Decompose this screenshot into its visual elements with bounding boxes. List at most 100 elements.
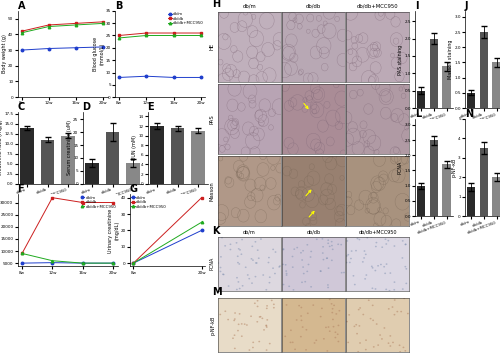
Circle shape <box>290 342 292 343</box>
Circle shape <box>357 351 359 352</box>
Text: PAS: PAS <box>210 114 215 124</box>
Circle shape <box>282 264 284 265</box>
Circle shape <box>332 308 334 310</box>
Circle shape <box>274 251 276 253</box>
Circle shape <box>331 245 333 246</box>
Circle shape <box>238 263 240 265</box>
Circle shape <box>407 313 409 314</box>
Circle shape <box>337 333 338 335</box>
Circle shape <box>326 257 328 259</box>
Circle shape <box>301 259 303 261</box>
Circle shape <box>222 274 224 275</box>
Circle shape <box>306 329 308 330</box>
Circle shape <box>372 305 374 306</box>
Bar <box>442 165 451 216</box>
Circle shape <box>282 248 284 250</box>
Bar <box>41 140 54 184</box>
Circle shape <box>236 289 238 290</box>
Circle shape <box>237 262 239 264</box>
Bar <box>62 136 75 184</box>
Circle shape <box>268 257 270 258</box>
Circle shape <box>394 245 396 247</box>
Bar <box>492 62 500 108</box>
Circle shape <box>320 270 322 272</box>
Circle shape <box>332 319 334 320</box>
Circle shape <box>256 306 258 307</box>
Circle shape <box>234 348 236 349</box>
Circle shape <box>305 349 307 351</box>
Circle shape <box>239 288 240 289</box>
Y-axis label: BUN (mM): BUN (mM) <box>132 135 137 160</box>
Circle shape <box>300 315 302 317</box>
Circle shape <box>294 348 296 350</box>
Circle shape <box>252 246 254 247</box>
Y-axis label: creatinine ratio (mg/g): creatinine ratio (mg/g) <box>0 120 3 175</box>
Bar <box>85 163 98 184</box>
Circle shape <box>251 282 253 284</box>
Circle shape <box>239 249 241 251</box>
Circle shape <box>372 320 374 321</box>
Text: db/db+MCC950: db/db+MCC950 <box>358 230 397 235</box>
Circle shape <box>252 259 254 261</box>
Bar <box>126 163 140 184</box>
Circle shape <box>271 300 272 301</box>
Circle shape <box>343 272 345 273</box>
Text: J: J <box>465 1 468 11</box>
Circle shape <box>337 243 339 245</box>
Circle shape <box>274 273 276 274</box>
Circle shape <box>268 262 270 263</box>
Circle shape <box>338 310 340 311</box>
Circle shape <box>302 250 304 252</box>
Text: L: L <box>415 109 422 119</box>
Circle shape <box>394 299 396 301</box>
Circle shape <box>370 236 372 238</box>
Circle shape <box>346 321 348 323</box>
Y-axis label: PAS staining: PAS staining <box>398 44 403 75</box>
Circle shape <box>406 283 407 284</box>
Text: db/db: db/db <box>306 230 321 235</box>
Circle shape <box>332 312 333 314</box>
Text: db/m: db/m <box>242 4 256 9</box>
Circle shape <box>402 240 404 242</box>
Circle shape <box>340 272 342 274</box>
Circle shape <box>346 255 348 257</box>
Circle shape <box>365 339 367 341</box>
Circle shape <box>354 284 356 285</box>
Circle shape <box>358 239 360 240</box>
Circle shape <box>298 305 300 306</box>
Circle shape <box>266 349 268 351</box>
Text: p-NF-kB: p-NF-kB <box>210 315 215 334</box>
Circle shape <box>350 250 352 252</box>
Circle shape <box>333 305 335 306</box>
Circle shape <box>258 316 260 318</box>
Circle shape <box>257 249 258 251</box>
Circle shape <box>329 330 330 332</box>
Circle shape <box>355 250 357 252</box>
Circle shape <box>256 262 258 264</box>
Text: F: F <box>18 184 24 194</box>
Y-axis label: Blood glucose
(mmol/L): Blood glucose (mmol/L) <box>94 37 104 71</box>
Circle shape <box>328 267 330 269</box>
Circle shape <box>310 286 312 288</box>
Circle shape <box>266 305 268 307</box>
Circle shape <box>269 343 270 345</box>
Circle shape <box>250 258 252 260</box>
Circle shape <box>406 268 407 270</box>
Circle shape <box>359 342 361 344</box>
Circle shape <box>242 285 244 287</box>
Circle shape <box>237 256 238 257</box>
Y-axis label: Body weight (g): Body weight (g) <box>2 35 6 73</box>
Circle shape <box>286 304 288 306</box>
Circle shape <box>396 311 398 312</box>
Bar <box>442 66 451 108</box>
Circle shape <box>362 314 364 315</box>
Circle shape <box>241 336 242 337</box>
Circle shape <box>310 251 312 252</box>
Circle shape <box>316 339 317 341</box>
Circle shape <box>300 320 302 321</box>
Circle shape <box>356 324 357 325</box>
Circle shape <box>372 267 374 269</box>
Circle shape <box>234 318 236 320</box>
Text: PCNA: PCNA <box>210 257 215 270</box>
Circle shape <box>348 254 349 256</box>
